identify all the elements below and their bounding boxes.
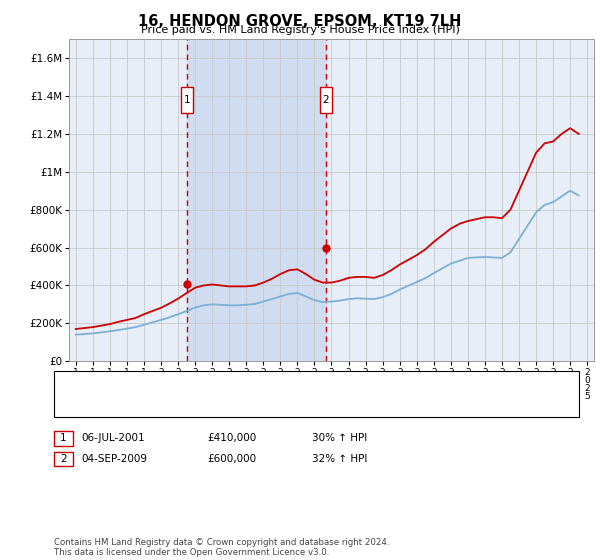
Text: 16, HENDON GROVE, EPSOM, KT19 7LH: 16, HENDON GROVE, EPSOM, KT19 7LH [139, 14, 461, 29]
Text: £410,000: £410,000 [207, 433, 256, 444]
Text: 16, HENDON GROVE, EPSOM, KT19 7LH (detached house): 16, HENDON GROVE, EPSOM, KT19 7LH (detac… [99, 379, 398, 389]
Text: 2: 2 [323, 95, 329, 105]
Text: 06-JUL-2001: 06-JUL-2001 [81, 433, 145, 444]
Text: Contains HM Land Registry data © Crown copyright and database right 2024.
This d: Contains HM Land Registry data © Crown c… [54, 538, 389, 557]
Text: £600,000: £600,000 [207, 454, 256, 464]
Text: 2: 2 [60, 454, 67, 464]
Text: 1: 1 [60, 433, 67, 444]
Text: 04-SEP-2009: 04-SEP-2009 [81, 454, 147, 464]
Text: Price paid vs. HM Land Registry's House Price Index (HPI): Price paid vs. HM Land Registry's House … [140, 25, 460, 35]
Text: 30% ↑ HPI: 30% ↑ HPI [312, 433, 367, 444]
Bar [320, 87, 332, 113]
Text: 1: 1 [184, 95, 190, 105]
Bar [181, 87, 193, 113]
Bar [187, 39, 326, 361]
Text: HPI: Average price, detached house, Epsom and Ewell: HPI: Average price, detached house, Epso… [99, 399, 380, 409]
Text: 32% ↑ HPI: 32% ↑ HPI [312, 454, 367, 464]
